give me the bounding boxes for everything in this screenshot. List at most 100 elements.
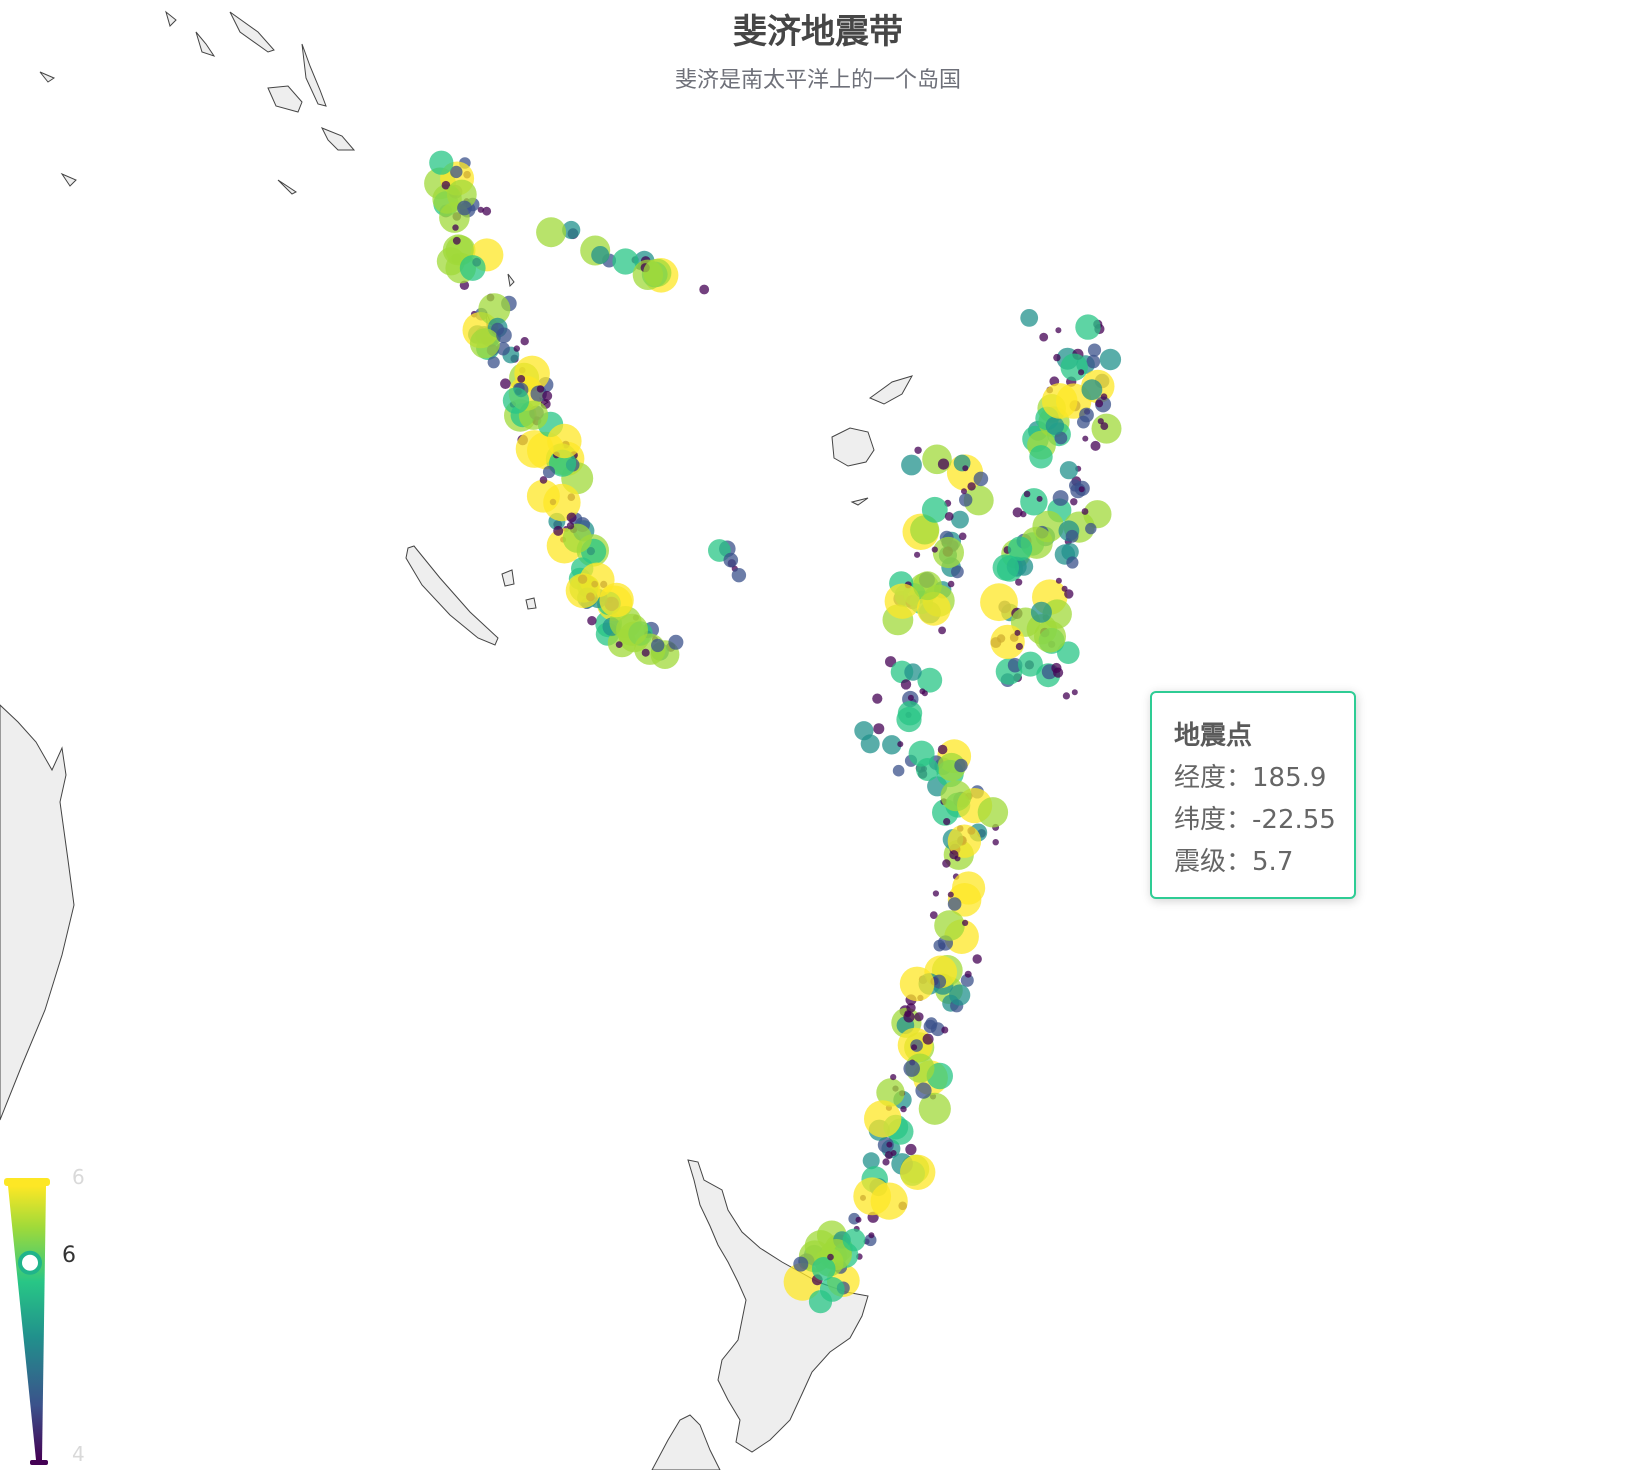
earthquake-point[interactable] <box>566 512 577 523</box>
earthquake-point[interactable] <box>1007 536 1033 561</box>
earthquake-point[interactable] <box>907 694 914 701</box>
earthquake-point[interactable] <box>962 919 969 927</box>
earthquake-point[interactable] <box>972 954 982 964</box>
earthquake-point[interactable] <box>599 582 634 618</box>
earthquake-point[interactable] <box>496 327 512 344</box>
earthquake-point[interactable] <box>914 1012 924 1022</box>
earthquake-point[interactable] <box>1075 314 1101 340</box>
earthquake-point[interactable] <box>1055 577 1062 584</box>
earthquake-point[interactable] <box>1064 589 1074 599</box>
earthquake-point[interactable] <box>1023 490 1031 498</box>
earthquake-point[interactable] <box>882 1158 890 1166</box>
earthquake-point[interactable] <box>900 1105 907 1113</box>
earthquake-point[interactable] <box>931 546 938 553</box>
earthquake-point[interactable] <box>947 580 955 588</box>
earthquake-point[interactable] <box>1017 651 1043 677</box>
earthquake-point[interactable] <box>947 897 962 911</box>
earthquake-point[interactable] <box>933 939 946 952</box>
earthquake-point[interactable] <box>947 891 954 898</box>
earthquake-point[interactable] <box>918 1092 951 1125</box>
earthquake-point[interactable] <box>562 523 592 553</box>
earthquake-point[interactable] <box>922 1033 934 1045</box>
earthquake-point[interactable] <box>1100 422 1109 430</box>
earthquake-point[interactable] <box>951 510 969 529</box>
earthquake-point[interactable] <box>937 744 948 755</box>
earthquake-point[interactable] <box>542 465 556 479</box>
earthquake-point[interactable] <box>940 780 972 812</box>
earthquake-point[interactable] <box>1014 629 1021 636</box>
earthquake-point[interactable] <box>873 723 885 735</box>
earthquake-point[interactable] <box>963 485 994 516</box>
earthquake-point[interactable] <box>783 1262 822 1301</box>
earthquake-point[interactable] <box>1036 495 1043 502</box>
earthquake-point[interactable] <box>1086 354 1101 369</box>
earthquake-point[interactable] <box>900 1154 936 1191</box>
earthquake-point[interactable] <box>612 248 639 275</box>
earthquake-point[interactable] <box>915 1082 932 1099</box>
earthquake-point[interactable] <box>877 1137 894 1153</box>
earthquake-point[interactable] <box>566 522 575 530</box>
earthquake-point[interactable] <box>954 758 968 773</box>
earthquake-point[interactable] <box>827 1253 834 1261</box>
earthquake-point[interactable] <box>1081 508 1089 515</box>
earthquake-point[interactable] <box>967 482 976 491</box>
earthquake-point[interactable] <box>942 859 951 868</box>
earthquake-point[interactable] <box>951 565 964 579</box>
earthquake-point[interactable] <box>864 1100 902 1138</box>
earthquake-point[interactable] <box>842 1228 866 1252</box>
earthquake-point[interactable] <box>992 839 999 846</box>
earthquake-point[interactable] <box>862 1152 880 1170</box>
earthquake-point[interactable] <box>929 911 938 919</box>
earthquake-point[interactable] <box>517 375 526 383</box>
earthquake-point[interactable] <box>949 850 959 860</box>
earthquake-point[interactable] <box>1061 543 1079 561</box>
earthquake-point[interactable] <box>668 634 684 650</box>
earthquake-point[interactable] <box>446 179 477 210</box>
earthquake-point[interactable] <box>500 378 511 390</box>
earthquake-point[interactable] <box>487 356 500 369</box>
earthquake-point[interactable] <box>890 1150 897 1156</box>
earthquake-point[interactable] <box>1034 620 1066 653</box>
earthquake-point[interactable] <box>903 1060 920 1077</box>
earthquake-point[interactable] <box>937 458 950 470</box>
earthquake-point[interactable] <box>811 1257 836 1281</box>
earthquake-point[interactable] <box>616 613 648 646</box>
earthquake-point[interactable] <box>452 224 459 231</box>
earthquake-point[interactable] <box>980 583 1018 622</box>
earthquake-point[interactable] <box>930 1022 945 1037</box>
earthquake-point[interactable] <box>903 1011 915 1023</box>
earthquake-point[interactable] <box>905 1143 917 1156</box>
earthquake-point[interactable] <box>904 663 922 681</box>
earthquake-point[interactable] <box>1053 353 1061 362</box>
earthquake-point[interactable] <box>1090 440 1101 451</box>
earthquake-point[interactable] <box>910 515 940 545</box>
earthquake-point[interactable] <box>1053 667 1064 678</box>
earthquake-point[interactable] <box>1062 692 1070 700</box>
earthquake-point[interactable] <box>723 552 739 568</box>
earthquake-point[interactable] <box>973 471 989 487</box>
earthquake-point[interactable] <box>958 532 967 541</box>
earthquake-point[interactable] <box>436 247 465 276</box>
earthquake-point[interactable] <box>457 200 472 216</box>
earthquake-point[interactable] <box>452 236 461 245</box>
earthquake-point[interactable] <box>547 423 582 459</box>
earthquake-point[interactable] <box>502 387 530 414</box>
earthquake-point[interactable] <box>1061 585 1068 592</box>
visual-map-legend[interactable] <box>4 1178 50 1465</box>
earthquake-point[interactable] <box>542 390 553 401</box>
earthquake-point[interactable] <box>1069 479 1082 492</box>
earthquake-point[interactable] <box>906 1003 916 1013</box>
earthquake-point[interactable] <box>587 616 597 626</box>
earthquake-point[interactable] <box>992 554 1019 581</box>
earthquake-point[interactable] <box>1020 488 1048 516</box>
earthquake-point[interactable] <box>441 180 451 190</box>
earthquake-point[interactable] <box>892 764 905 777</box>
earthquake-point[interactable] <box>429 150 454 175</box>
earthquake-point[interactable] <box>793 1256 809 1272</box>
earthquake-point[interactable] <box>553 525 564 536</box>
earthquake-point[interactable] <box>565 573 601 609</box>
earthquake-point[interactable] <box>536 217 567 248</box>
earthquake-point[interactable] <box>1085 522 1097 535</box>
earthquake-point[interactable] <box>1065 529 1079 543</box>
earthquake-point[interactable] <box>890 1074 897 1081</box>
